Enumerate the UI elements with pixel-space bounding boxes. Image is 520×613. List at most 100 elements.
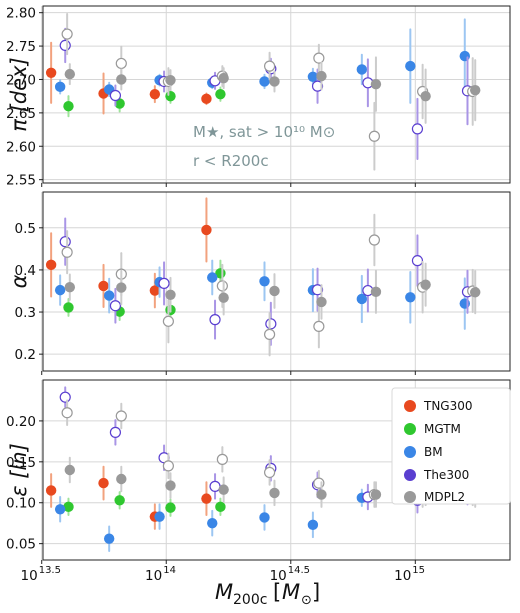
point-bm-filled bbox=[405, 60, 416, 72]
point-bm-filled bbox=[307, 71, 319, 83]
x-axis-label-sub: 200c bbox=[233, 592, 267, 608]
point-tng300-filled bbox=[98, 280, 109, 292]
point-mdpl2-filled bbox=[165, 74, 176, 86]
panel-frame bbox=[42, 5, 511, 184]
selection-annotation: M★, sat > 10¹⁰ M⊙ r < R200c bbox=[193, 123, 335, 170]
point-mdpl2-filled bbox=[116, 282, 127, 293]
x-tick-label-exponent: 14 bbox=[163, 565, 176, 576]
point-bm-filled bbox=[103, 290, 115, 301]
y-tick-label: 0.2 bbox=[15, 347, 36, 363]
point-bm-filled bbox=[356, 293, 368, 305]
point-mdpl2-open bbox=[115, 57, 127, 70]
point-mdpl2-filled bbox=[269, 487, 280, 499]
panel-frame bbox=[42, 191, 511, 372]
panel-2: 0.2 0.3 0.4 0.5 α bbox=[7, 191, 511, 375]
point-mdpl2-filled bbox=[218, 484, 229, 495]
point-mdpl2-filled bbox=[64, 68, 76, 80]
point-mgtm-filled bbox=[165, 90, 176, 102]
point-mgtm-filled bbox=[114, 495, 125, 506]
legend-label-mgtm: MGTM bbox=[424, 422, 461, 436]
point-mdpl2-open bbox=[61, 246, 73, 258]
point-the300-open bbox=[109, 300, 122, 312]
point-mdpl2-open bbox=[263, 60, 276, 72]
y-tick-label: 0.20 bbox=[6, 414, 36, 430]
point-mgtm-filled bbox=[114, 98, 125, 109]
point-mdpl2-open bbox=[61, 407, 73, 419]
y-tick-label: 0.5 bbox=[15, 221, 36, 237]
point-mdpl2-filled bbox=[165, 480, 176, 491]
annotation-line-1: M★, sat > 10¹⁰ M⊙ bbox=[193, 123, 335, 141]
legend-label-mdpl2: MDPL2 bbox=[424, 490, 465, 504]
point-mdpl2-filled bbox=[165, 289, 176, 300]
point-bm-filled bbox=[207, 272, 218, 283]
y-tick-label: 0.3 bbox=[15, 305, 36, 321]
point-the300-open bbox=[109, 89, 122, 102]
legend: TNG300 MGTM BM The300 MDPL2 bbox=[391, 387, 511, 505]
point-mdpl2-filled bbox=[316, 489, 327, 500]
point-tng300-filled bbox=[98, 477, 109, 489]
point-tng300-filled bbox=[201, 224, 212, 236]
point-tng300-filled bbox=[149, 285, 161, 296]
x-axis-bracket-close: ] bbox=[312, 580, 320, 604]
point-mdpl2-filled bbox=[470, 84, 481, 96]
point-mdpl2-open bbox=[368, 234, 380, 246]
legend-label-bm: BM bbox=[424, 445, 443, 459]
y-axis-label: ε [ln] bbox=[7, 443, 31, 497]
x-axis-unit-sub: ⊙ bbox=[301, 593, 312, 608]
point-bm-filled bbox=[259, 512, 270, 523]
x-axis-title: M 200c [ M ⊙ ] bbox=[215, 580, 320, 608]
y-tick-label: 2.65 bbox=[6, 106, 36, 122]
point-tng300-filled bbox=[45, 485, 57, 496]
legend-marker-mgtm bbox=[404, 423, 416, 435]
point-mdpl2-open bbox=[368, 130, 380, 142]
point-mgtm-filled bbox=[165, 502, 176, 513]
point-bm-filled bbox=[154, 511, 165, 522]
point-the300-open bbox=[411, 255, 424, 267]
point-mdpl2-open bbox=[61, 28, 73, 40]
point-mdpl2-open bbox=[115, 410, 127, 422]
point-the300-open bbox=[109, 426, 122, 438]
legend-label-tng300: TNG300 bbox=[423, 399, 473, 413]
point-mdpl2-open bbox=[216, 453, 228, 465]
point-the300-open bbox=[158, 277, 170, 289]
y-tick-label: 0.05 bbox=[6, 537, 36, 553]
point-mdpl2-filled bbox=[316, 70, 327, 82]
point-mdpl2-filled bbox=[64, 464, 76, 476]
point-mdpl2-open bbox=[162, 315, 174, 327]
y-tick-label: 0.15 bbox=[6, 455, 36, 471]
x-axis-unit: M bbox=[282, 580, 300, 604]
point-mgtm-filled bbox=[215, 88, 226, 100]
panel-1: 2.55 2.60 2.65 2.70 2.75 2.80 π [dex] bbox=[6, 5, 511, 189]
point-mdpl2-filled bbox=[316, 296, 327, 308]
x-tick-label-base: 10 bbox=[270, 568, 287, 584]
point-mdpl2-filled bbox=[370, 489, 382, 500]
point-the300-open bbox=[209, 314, 221, 326]
point-mdpl2-filled bbox=[420, 279, 431, 290]
point-bm-filled bbox=[54, 504, 66, 515]
point-mdpl2-filled bbox=[218, 292, 229, 303]
point-mdpl2-open bbox=[263, 328, 276, 340]
point-mdpl2-open bbox=[162, 460, 174, 472]
point-mdpl2-filled bbox=[218, 72, 229, 84]
y-axis-label: α bbox=[7, 274, 31, 288]
point-the300-open bbox=[311, 284, 324, 296]
point-bm-filled bbox=[259, 76, 270, 87]
y-tick-label: 2.55 bbox=[6, 173, 36, 189]
point-bm-filled bbox=[307, 519, 319, 531]
point-tng300-filled bbox=[45, 67, 57, 78]
point-mgtm-filled bbox=[63, 501, 74, 513]
point-bm-filled bbox=[356, 64, 368, 75]
point-tng300-filled bbox=[201, 493, 212, 504]
panel-data bbox=[45, 197, 481, 357]
legend-box bbox=[391, 387, 511, 505]
point-bm-filled bbox=[54, 284, 66, 296]
point-the300-open bbox=[59, 391, 71, 403]
y-tick-label: 2.75 bbox=[6, 39, 36, 55]
point-bm-filled bbox=[207, 517, 218, 529]
y-tick-label: 0.10 bbox=[6, 496, 36, 512]
point-mdpl2-open bbox=[263, 466, 276, 479]
point-tng300-filled bbox=[45, 259, 57, 271]
legend-marker-bm bbox=[404, 446, 416, 458]
point-mdpl2-filled bbox=[269, 285, 280, 297]
